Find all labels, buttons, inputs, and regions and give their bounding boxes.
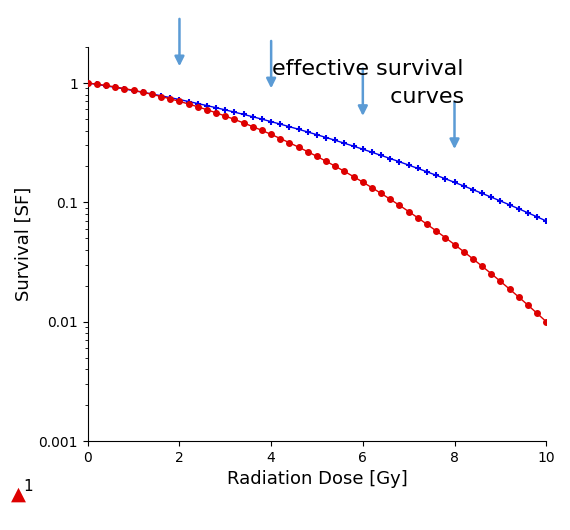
Text: 1: 1 bbox=[24, 479, 33, 494]
Text: effective survival
         curves: effective survival curves bbox=[272, 59, 463, 107]
X-axis label: Radiation Dose [Gy]: Radiation Dose [Gy] bbox=[227, 471, 408, 489]
Text: ▲: ▲ bbox=[11, 484, 26, 504]
Y-axis label: Survival [SF]: Survival [SF] bbox=[15, 187, 33, 301]
